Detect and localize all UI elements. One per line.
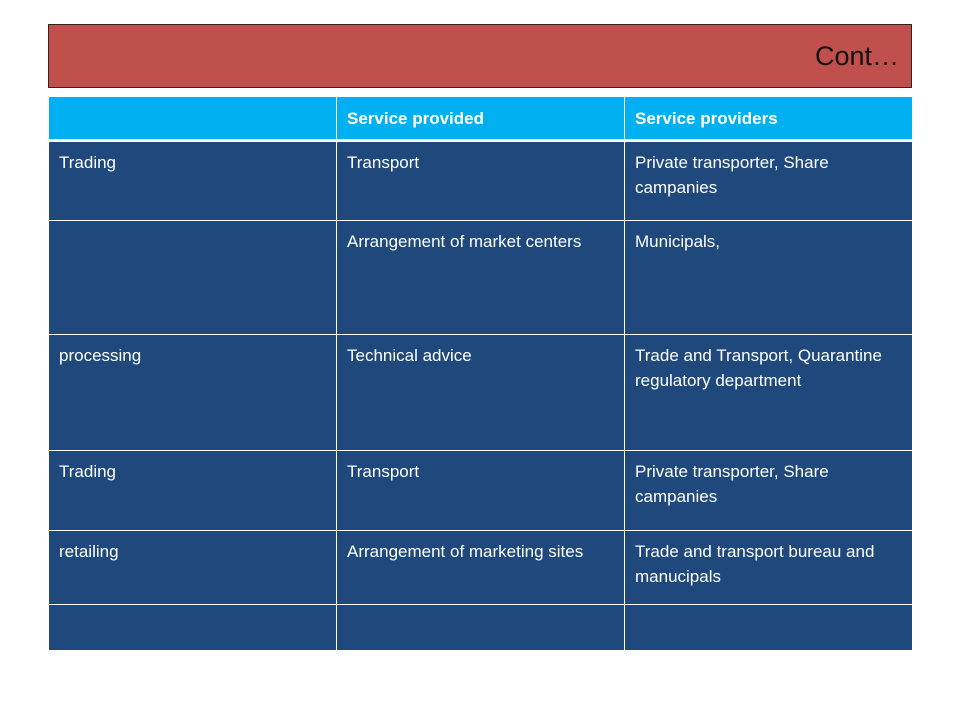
service-table: Service provided Service providers Tradi…	[48, 96, 913, 651]
title-bar: Cont…	[48, 24, 912, 88]
table-row: Trading Transport Private transporter, S…	[48, 450, 913, 531]
slide-title: Cont…	[814, 40, 899, 71]
table-cell: Trade and transport bureau and manucipal…	[624, 530, 913, 605]
table-row: retailing Arrangement of marketing sites…	[48, 530, 913, 605]
table-cell: Private transporter, Share campanies	[624, 450, 913, 531]
table-header-row: Service provided Service providers	[48, 96, 913, 141]
table-cell: Municipals,	[624, 220, 913, 335]
table-cell: Trade and Transport, Quarantine regulato…	[624, 334, 913, 451]
table-cell: Arrangement of marketing sites	[336, 530, 625, 605]
table-row: processing Technical advice Trade and Tr…	[48, 334, 913, 451]
table-row: Trading Transport Private transporter, S…	[48, 140, 913, 221]
table-row: Arrangement of market centers Municipals…	[48, 220, 913, 335]
table-cell: Trading	[48, 140, 337, 221]
table-row	[48, 604, 913, 651]
table-cell: Transport	[336, 140, 625, 221]
table-cell: Transport	[336, 450, 625, 531]
table-cell: Arrangement of market centers	[336, 220, 625, 335]
table-cell: processing	[48, 334, 337, 451]
header-cell-service-provided: Service provided	[336, 96, 625, 141]
table-cell	[336, 604, 625, 651]
table-cell	[48, 604, 337, 651]
table-cell: Technical advice	[336, 334, 625, 451]
table-cell	[624, 604, 913, 651]
table-cell: Trading	[48, 450, 337, 531]
header-cell-stage	[48, 96, 337, 141]
header-cell-service-providers: Service providers	[624, 96, 913, 141]
table-cell: retailing	[48, 530, 337, 605]
table-cell	[48, 220, 337, 335]
table-cell: Private transporter, Share campanies	[624, 140, 913, 221]
